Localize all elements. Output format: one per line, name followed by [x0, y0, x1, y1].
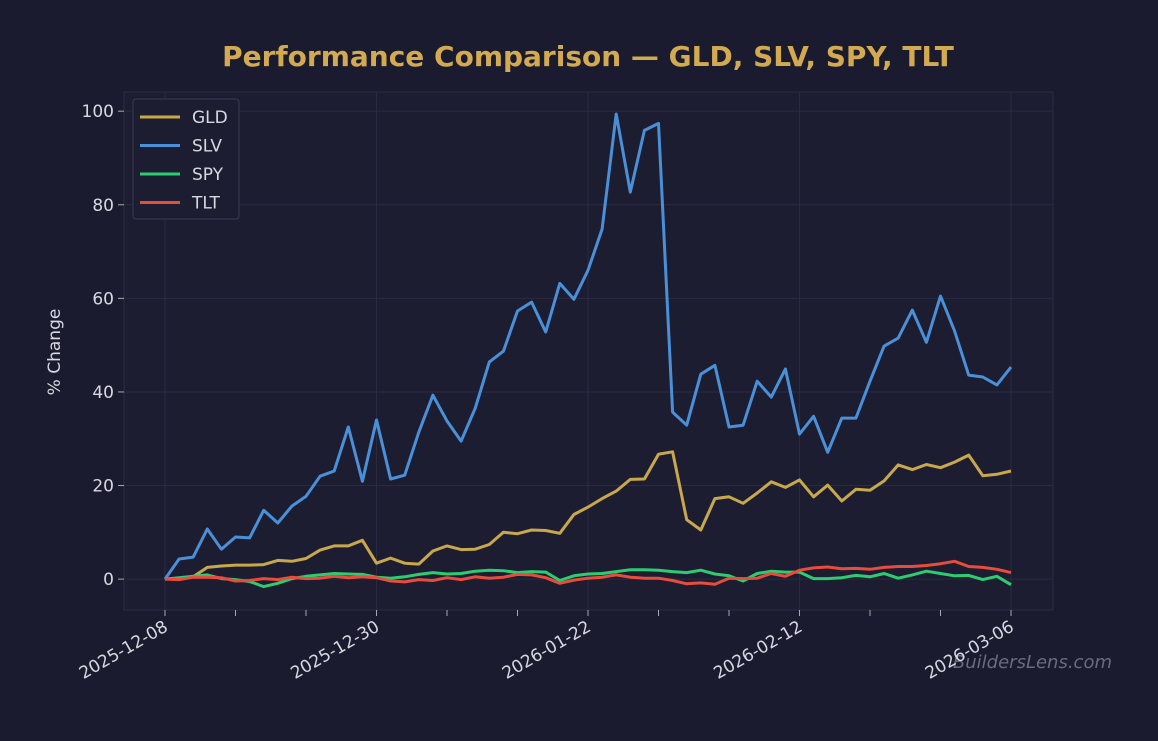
y-tick-label: 60 [92, 289, 114, 309]
y-tick-label: 80 [92, 196, 114, 216]
series-line [163, 112, 1013, 580]
legend-box [132, 98, 240, 220]
chart-title: Performance Comparison — GLD, SLV, SPY, … [222, 40, 954, 73]
series-line [164, 559, 1012, 586]
legend-label: SPY [192, 165, 224, 185]
legend-label: TLT [191, 194, 221, 214]
x-tick-label: 2026-02-12 [710, 617, 806, 684]
x-tick-label: 2025-12-30 [287, 617, 383, 684]
y-tick-label: 0 [103, 570, 114, 590]
y-axis-label: % Change [45, 309, 65, 396]
y-tick-label: 20 [92, 477, 114, 497]
y-tick-label: 40 [92, 383, 114, 403]
x-tick-label: 2026-01-22 [499, 617, 595, 684]
series-line [164, 450, 1012, 581]
watermark: BuildersLens.com [953, 652, 1112, 673]
legend-label: SLV [192, 137, 222, 157]
series-line [164, 568, 1012, 589]
legend-label: GLD [192, 108, 228, 128]
y-tick-label: 100 [82, 102, 114, 122]
x-tick-label: 2025-12-08 [76, 617, 172, 684]
x-tick-label: 2026-03-06 [922, 617, 1018, 684]
legend: GLD SLV SPY TLT [132, 98, 240, 220]
